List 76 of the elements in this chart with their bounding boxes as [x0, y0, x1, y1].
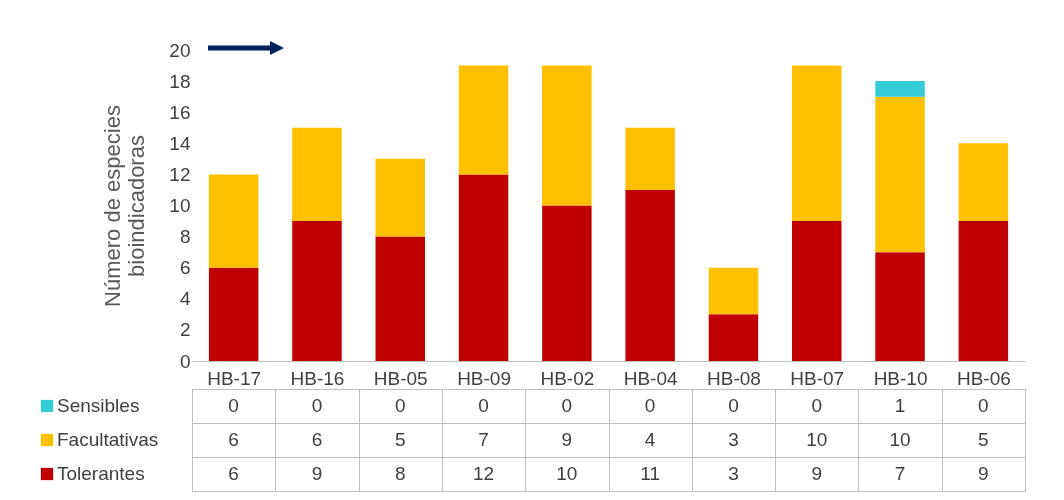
x-tick-label: HB-09 [457, 367, 511, 389]
data-label: 0 [394, 395, 406, 416]
x-tick-label: HB-10 [873, 367, 928, 389]
data-label: 0 [311, 395, 323, 416]
data-label: 0 [728, 395, 739, 416]
data-label: 0 [478, 395, 489, 416]
y-tick-label: 18 [169, 70, 191, 92]
y-tick-label: 12 [169, 163, 191, 185]
x-tick-label: HB-08 [707, 367, 761, 389]
y-axis-title: Número de especies bioindicadoras [100, 105, 150, 307]
legend-label: Tolerantes [57, 463, 145, 484]
bar [792, 221, 842, 361]
bar [958, 143, 1009, 222]
x-tick-label: HB-05 [373, 367, 428, 389]
x-tick-label: HB-17 [207, 367, 262, 389]
x-tick-label: HB-04 [623, 367, 679, 389]
data-label: 7 [894, 463, 906, 484]
y-tick-label: 6 [179, 257, 191, 279]
bar [708, 267, 759, 315]
bar [542, 205, 592, 361]
data-label: 0 [978, 395, 989, 416]
bar [625, 127, 675, 190]
bar [292, 221, 342, 361]
legend-label: Sensibles [57, 395, 140, 416]
y-tick-label: 14 [169, 132, 191, 154]
x-tick-label: HB-02 [540, 367, 595, 389]
y-tick-label: 16 [169, 101, 191, 123]
data-label: 12 [472, 463, 495, 484]
bar [292, 127, 342, 222]
data-label: 10 [556, 463, 578, 484]
data-label: 0 [228, 395, 239, 416]
x-tick-label: HB-07 [790, 367, 845, 389]
bar [875, 96, 925, 253]
data-label: 5 [394, 429, 406, 450]
data-label: 3 [728, 429, 739, 450]
data-label: 8 [394, 463, 406, 484]
bar [208, 174, 259, 268]
bar [958, 221, 1009, 361]
bar [208, 267, 259, 361]
y-tick-label: 4 [179, 288, 191, 310]
bar [875, 81, 925, 97]
bar [375, 158, 425, 237]
x-tick-label: HB-16 [290, 367, 345, 389]
y-tick-label: 2 [179, 319, 191, 341]
data-label: 0 [561, 395, 573, 416]
bar [875, 252, 925, 361]
data-label: 6 [228, 429, 239, 450]
y-tick-label: 10 [169, 195, 191, 216]
data-label: 0 [811, 395, 823, 416]
data-label: 1 [894, 395, 906, 416]
data-label: 10 [889, 429, 911, 450]
bar [625, 189, 675, 361]
data-label: 5 [978, 429, 989, 450]
bar [708, 314, 759, 361]
data-label: 6 [228, 463, 239, 484]
bar [375, 236, 425, 361]
y-tick-label: 8 [179, 226, 191, 248]
legend-label: Facultativas [57, 429, 159, 450]
data-label: 9 [561, 429, 573, 450]
data-label: 6 [311, 429, 323, 450]
data-label: 9 [811, 463, 823, 484]
bar [542, 65, 592, 206]
data-label: 9 [978, 463, 989, 484]
data-label: 9 [311, 463, 323, 484]
bar [458, 174, 509, 361]
bar [458, 65, 509, 175]
data-label: 0 [644, 395, 656, 416]
data-label: 3 [728, 463, 739, 484]
x-tick-label: HB-06 [956, 367, 1011, 389]
data-label: 11 [640, 463, 661, 484]
data-label: 10 [806, 429, 828, 450]
y-tick-label: 20 [169, 39, 191, 61]
data-label: 7 [478, 429, 489, 450]
bar [792, 65, 842, 222]
data-label: 4 [644, 429, 656, 450]
y-tick-label: 0 [179, 350, 191, 372]
